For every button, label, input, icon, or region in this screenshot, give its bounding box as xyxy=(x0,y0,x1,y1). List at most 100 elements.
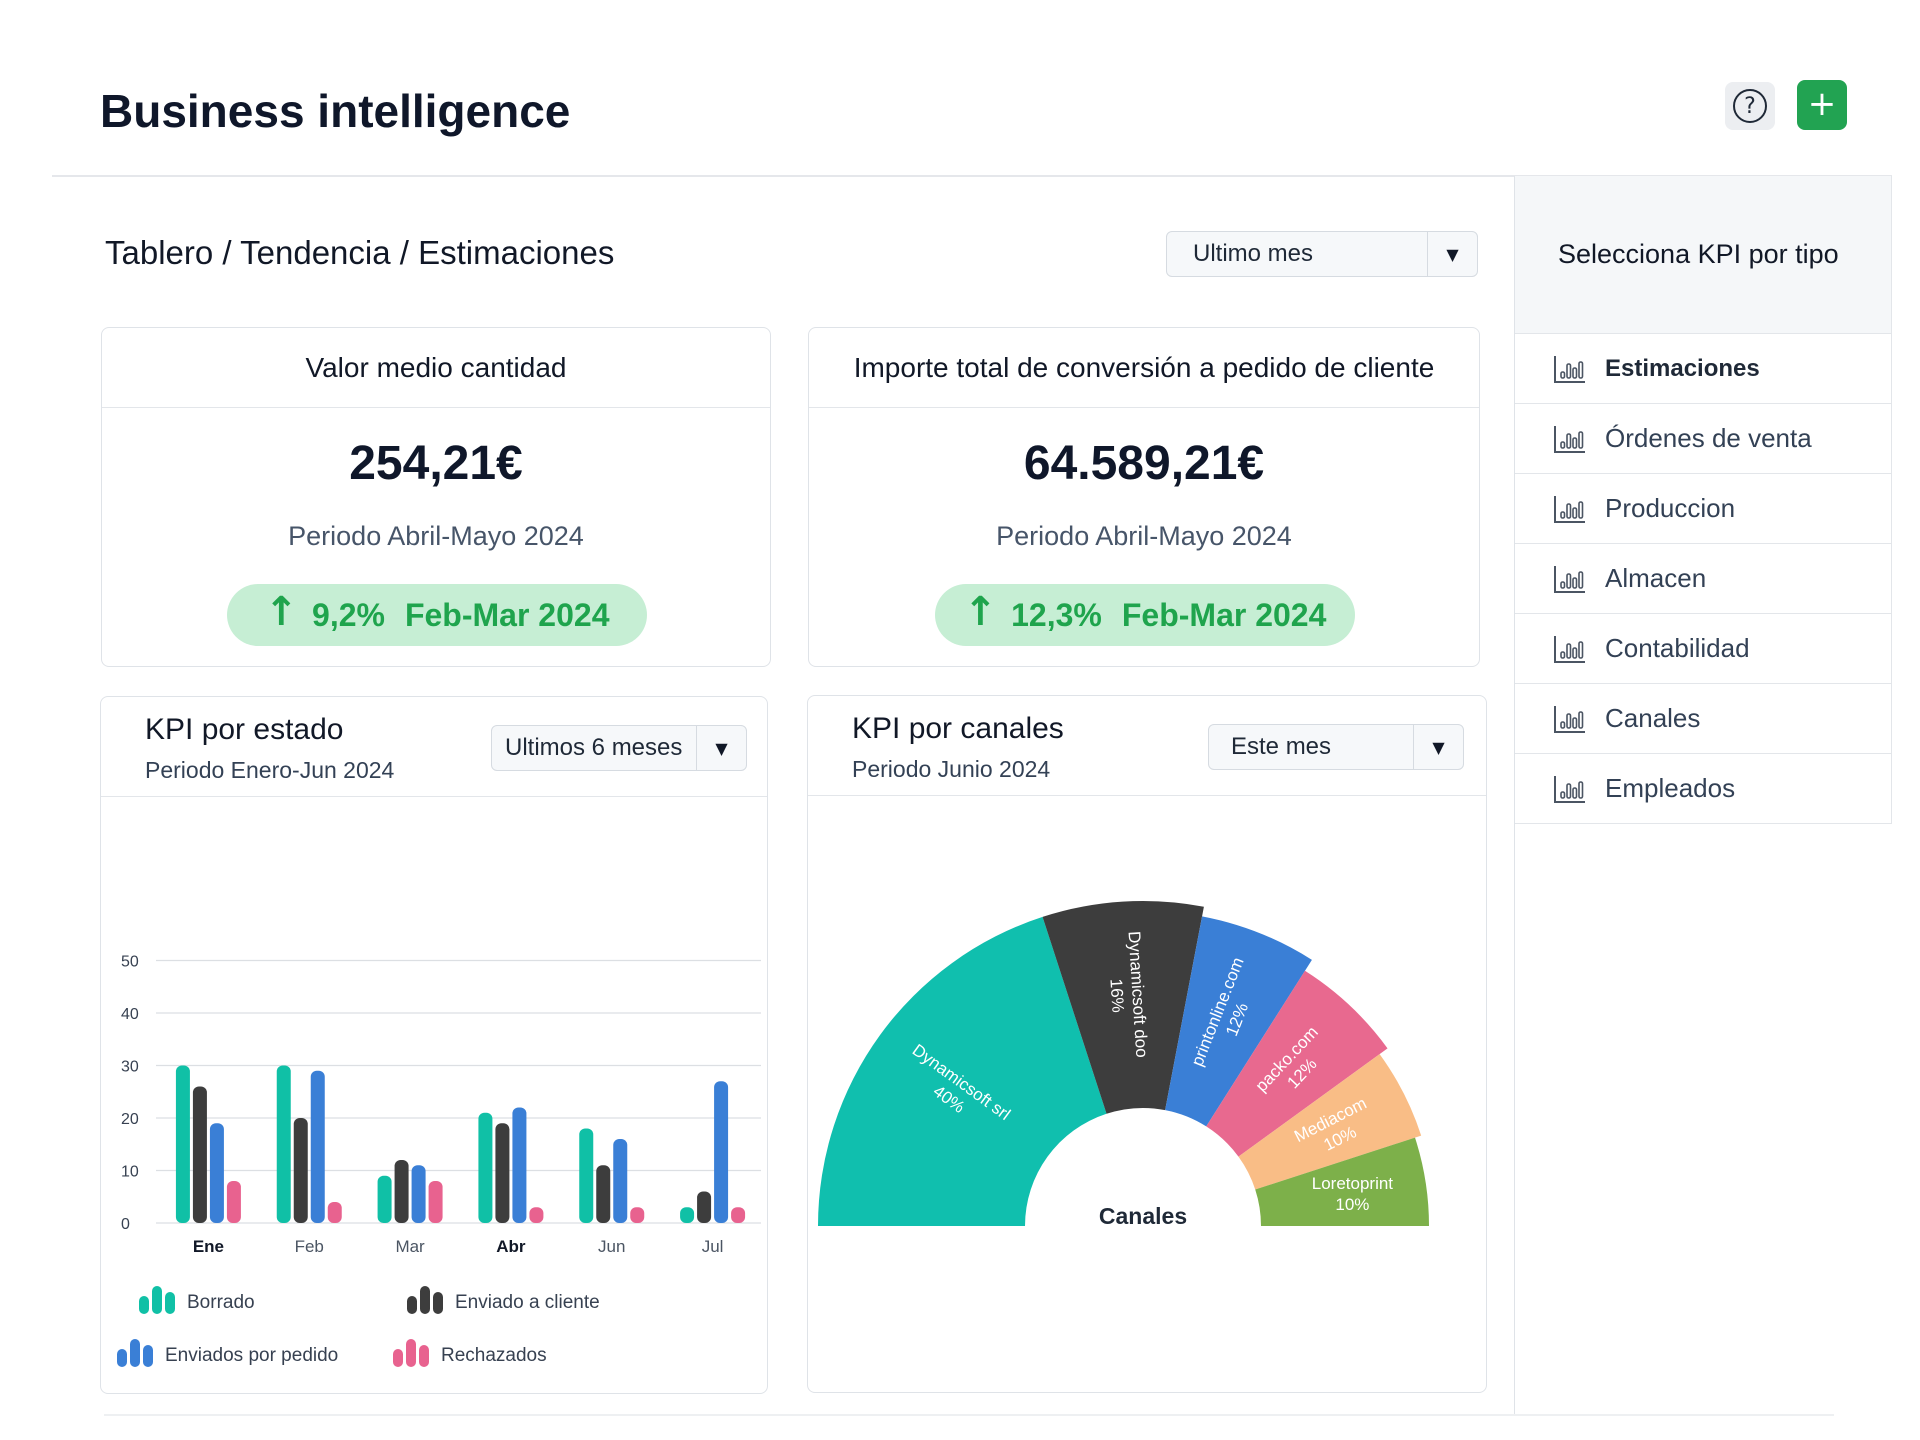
legend-enviados-pedido: Enviados por pedido xyxy=(117,1337,338,1367)
slice-dynamicsoft-srl xyxy=(818,916,1107,1226)
bar-chart: 0 10 20 30 40 50 Ene Feb Mar Abr Jun Jul xyxy=(121,954,761,1256)
chevron-down-icon[interactable]: ▼ xyxy=(1427,232,1477,276)
bar-ene-0 xyxy=(175,1065,190,1223)
footer-divider xyxy=(104,1414,1834,1416)
bar-abr-2 xyxy=(512,1107,527,1223)
sidebar-title: Selecciona KPI por tipo xyxy=(1515,176,1892,334)
x-tick-label: Jun xyxy=(598,1237,625,1256)
panel-header: KPI por canales Periodo Junio 2024 Este … xyxy=(808,696,1486,796)
x-tick-label: Abr xyxy=(496,1237,526,1256)
kpi-por-estado-panel: KPI por estado Periodo Enero-Jun 2024 Ul… xyxy=(100,696,768,1394)
chevron-down-icon[interactable]: ▼ xyxy=(1413,725,1463,769)
sidebar-item-empleados[interactable]: Empleados xyxy=(1515,754,1892,824)
legend-label: Rechazados xyxy=(441,1345,547,1366)
bar-mar-3 xyxy=(428,1181,443,1223)
sidebar-item--rdenes-de-venta[interactable]: Órdenes de venta xyxy=(1515,404,1892,474)
legend-rechazados: Rechazados xyxy=(393,1337,547,1367)
range-dropdown[interactable]: Ultimos 6 meses ▼ xyxy=(491,725,747,771)
sidebar-item-label: Estimaciones xyxy=(1605,354,1760,382)
bar-ene-1 xyxy=(192,1086,207,1223)
slice-percent: 16% xyxy=(1106,978,1127,1013)
bar-jul-0 xyxy=(680,1207,695,1223)
add-button[interactable]: + xyxy=(1797,80,1847,130)
x-tick-label: Jul xyxy=(702,1237,724,1256)
bar-feb-3 xyxy=(327,1202,342,1223)
bar-chart-icon xyxy=(1554,705,1585,733)
bar-feb-1 xyxy=(293,1118,308,1223)
range-dropdown[interactable]: Este mes ▼ xyxy=(1208,724,1464,770)
sidebar-item-produccion[interactable]: Produccion xyxy=(1515,474,1892,544)
panel-title: KPI por estado xyxy=(145,713,344,746)
chevron-down-icon[interactable]: ▼ xyxy=(696,726,746,770)
header-divider xyxy=(52,175,1892,177)
bar-mar-0 xyxy=(377,1175,392,1223)
sidebar-item-canales[interactable]: Canales xyxy=(1515,684,1892,754)
bar-chart-icon xyxy=(1554,355,1585,383)
bar-abr-0 xyxy=(478,1112,493,1223)
kpi-change-value: 9,2% xyxy=(312,596,385,633)
bar-feb-2 xyxy=(310,1070,325,1223)
kpi-period: Periodo Abril-Mayo 2024 xyxy=(288,521,584,551)
y-tick-label: 30 xyxy=(121,1059,139,1076)
help-icon: ? xyxy=(1733,89,1767,123)
sidebar-item-label: Produccion xyxy=(1605,493,1736,523)
bar-chart-icon xyxy=(1554,635,1585,663)
kpi-period: Periodo Abril-Mayo 2024 xyxy=(996,521,1292,551)
legend-swatch-borrado xyxy=(139,1286,175,1314)
bar-ene-3 xyxy=(226,1181,241,1223)
slice-percent: 10% xyxy=(1335,1195,1369,1214)
panel-title: KPI por canales xyxy=(852,712,1064,745)
kpi-card-title: Valor medio cantidad xyxy=(102,328,770,408)
sidebar-item-label: Canales xyxy=(1605,703,1701,733)
kpi-value: 64.589,21€ xyxy=(1023,437,1265,490)
sidebar-item-estimaciones[interactable]: Estimaciones xyxy=(1515,334,1892,404)
period-dropdown-value: Ultimo mes xyxy=(1193,240,1314,267)
slice-mediacom xyxy=(1238,1054,1422,1190)
kpi-change-value: 12,3% xyxy=(1011,596,1102,633)
legend-swatch-enviados-pedido xyxy=(117,1339,153,1367)
bar-jun-2 xyxy=(613,1139,628,1223)
y-tick-label: 20 xyxy=(121,1111,139,1128)
top-bar: Business intelligence ? + xyxy=(0,0,1920,177)
bar-jul-3 xyxy=(731,1207,746,1223)
legend-enviado-cliente: Enviado a cliente xyxy=(407,1284,600,1314)
slice-label: Loretoprint 10% xyxy=(1312,1174,1394,1214)
x-tick-label: Feb xyxy=(295,1237,324,1256)
sidebar-item-contabilidad[interactable]: Contabilidad xyxy=(1515,614,1892,684)
period-dropdown[interactable]: Ultimo mes ▼ xyxy=(1166,231,1478,277)
kpi-card-importe-total: Importe total de conversión a pedido de … xyxy=(808,327,1480,667)
kpi-por-canales-panel: KPI por canales Periodo Junio 2024 Este … xyxy=(807,695,1487,1393)
sidebar-item-almacen[interactable]: Almacen xyxy=(1515,544,1892,614)
bar-abr-1 xyxy=(495,1123,510,1223)
page-title: Business intelligence xyxy=(100,85,571,137)
bar-ene-2 xyxy=(209,1123,224,1223)
legend-label: Borrado xyxy=(187,1292,255,1313)
breadcrumb: Tablero / Tendencia / Estimaciones xyxy=(105,234,615,271)
range-dropdown-value: Ultimos 6 meses xyxy=(505,734,683,761)
bar-feb-0 xyxy=(276,1065,291,1223)
help-button[interactable]: ? xyxy=(1725,82,1775,130)
kpi-card-valor-medio: Valor medio cantidad 254,21€ Periodo Abr… xyxy=(101,327,771,667)
legend-label: Enviado a cliente xyxy=(455,1292,600,1313)
sidebar-item-label: Órdenes de venta xyxy=(1605,423,1812,453)
y-tick-label: 0 xyxy=(121,1216,130,1233)
bar-jun-3 xyxy=(630,1207,645,1223)
x-tick-label: Ene xyxy=(193,1237,224,1256)
slice-packo-com xyxy=(1206,970,1388,1157)
sidebar-item-label: Empleados xyxy=(1605,773,1736,803)
legend-borrado: Borrado xyxy=(139,1284,255,1314)
bar-mar-2 xyxy=(411,1165,426,1223)
kpi-value: 254,21€ xyxy=(349,437,523,490)
slice-printonline-com xyxy=(1165,916,1312,1127)
kpi-change-badge: ↑ 12,3% Feb-Mar 2024 xyxy=(935,584,1355,646)
arrow-up-icon: ↑ xyxy=(264,589,299,635)
bar-chart-icon xyxy=(1554,425,1585,453)
kpi-change-badge: ↑ 9,2% Feb-Mar 2024 xyxy=(227,584,647,646)
bar-jul-1 xyxy=(697,1191,712,1223)
panel-subtitle: Periodo Enero-Jun 2024 xyxy=(145,757,395,783)
arrow-up-icon: ↑ xyxy=(963,589,998,635)
bar-chart-icon xyxy=(1554,495,1585,523)
bar-chart-icon xyxy=(1554,775,1585,803)
kpi-card-title: Importe total de conversión a pedido de … xyxy=(809,328,1479,408)
y-tick-label: 40 xyxy=(121,1006,139,1023)
